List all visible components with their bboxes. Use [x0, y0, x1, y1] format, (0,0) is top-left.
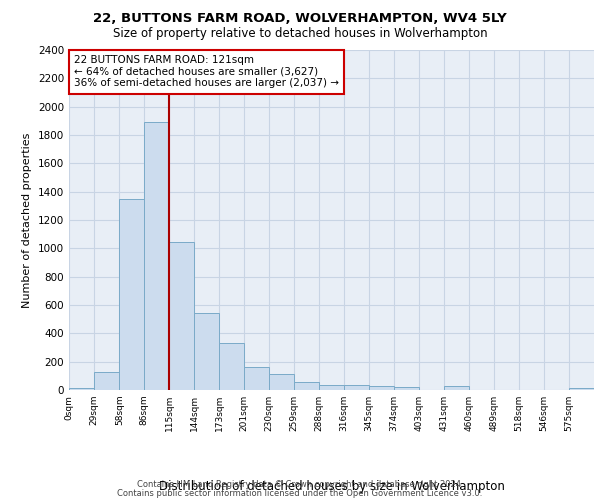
- Text: 22 BUTTONS FARM ROAD: 121sqm
← 64% of detached houses are smaller (3,627)
36% of: 22 BUTTONS FARM ROAD: 121sqm ← 64% of de…: [74, 55, 339, 88]
- Bar: [569, 388, 594, 390]
- Bar: [394, 387, 419, 390]
- Bar: [119, 198, 144, 390]
- Bar: [319, 384, 344, 390]
- Bar: [244, 366, 269, 390]
- Bar: [194, 313, 220, 390]
- X-axis label: Distribution of detached houses by size in Wolverhampton: Distribution of detached houses by size …: [158, 480, 505, 493]
- Bar: [443, 386, 469, 390]
- Text: Contains HM Land Registry data © Crown copyright and database right 2024.: Contains HM Land Registry data © Crown c…: [137, 480, 463, 489]
- Bar: [144, 122, 169, 390]
- Text: 22, BUTTONS FARM ROAD, WOLVERHAMPTON, WV4 5LY: 22, BUTTONS FARM ROAD, WOLVERHAMPTON, WV…: [93, 12, 507, 26]
- Text: Size of property relative to detached houses in Wolverhampton: Size of property relative to detached ho…: [113, 28, 487, 40]
- Bar: [94, 372, 119, 390]
- Bar: [69, 388, 94, 390]
- Bar: [269, 374, 294, 390]
- Bar: [294, 382, 319, 390]
- Y-axis label: Number of detached properties: Number of detached properties: [22, 132, 32, 308]
- Text: Contains public sector information licensed under the Open Government Licence v3: Contains public sector information licen…: [118, 488, 482, 498]
- Bar: [344, 386, 369, 390]
- Bar: [220, 342, 244, 390]
- Bar: [369, 386, 394, 390]
- Bar: [169, 242, 194, 390]
